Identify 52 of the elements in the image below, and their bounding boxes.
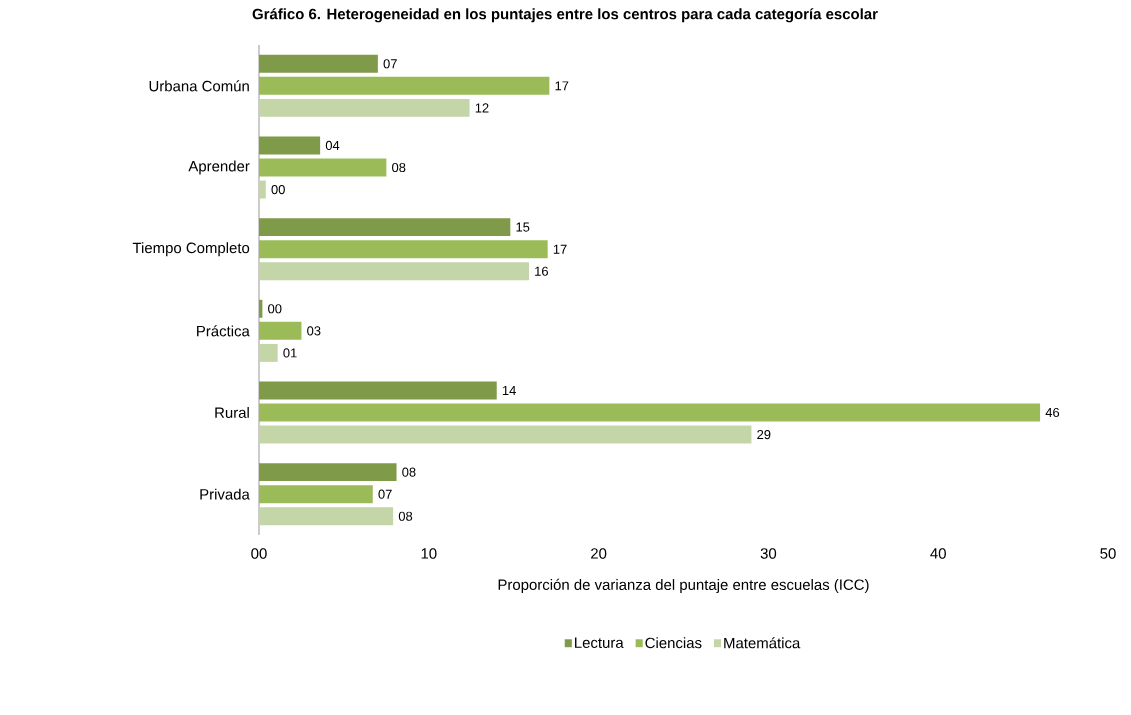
data-label: 07 xyxy=(383,59,397,69)
x-tick-label: 40 xyxy=(930,548,946,559)
bar xyxy=(259,507,394,526)
data-label: 17 xyxy=(553,244,567,254)
bar xyxy=(259,180,266,199)
y-tick-label: Urbana Común xyxy=(149,80,249,92)
bar xyxy=(259,76,550,95)
bar xyxy=(259,425,752,444)
y-tick-label: Práctica xyxy=(197,325,250,337)
data-label: 08 xyxy=(398,511,413,521)
data-label: 07 xyxy=(378,489,392,499)
bar xyxy=(259,158,387,177)
data-label: 17 xyxy=(555,81,569,91)
data-label: 14 xyxy=(502,386,516,395)
chart-title: Gráfico 6. Heterogeneidad en los puntajes entre los centros para cada categoría escolar xyxy=(252,8,878,23)
x-axis-title: Proporción de varianza del puntaje entre escuelas (ICC) xyxy=(498,578,869,593)
data-label: 08 xyxy=(392,162,406,173)
data-label: 00 xyxy=(268,304,282,314)
data-label: 12 xyxy=(475,103,489,113)
bar xyxy=(259,54,378,73)
bar xyxy=(259,136,321,155)
legend-label: Ciencias xyxy=(645,637,702,649)
bar xyxy=(259,321,302,340)
y-tick-label: Aprender xyxy=(188,160,250,175)
x-tick-label: 00 xyxy=(251,548,267,559)
bar xyxy=(259,98,470,117)
y-tick-label: Rural xyxy=(215,407,249,418)
bar xyxy=(259,240,548,259)
data-label: 16 xyxy=(535,266,549,276)
y-tick-label: Tiempo Completo xyxy=(132,242,250,257)
data-label: 04 xyxy=(325,140,340,151)
data-label: 03 xyxy=(307,326,321,336)
legend-label: Lectura xyxy=(575,637,624,648)
data-label: 29 xyxy=(757,429,771,440)
bar xyxy=(259,218,511,237)
bar xyxy=(259,262,529,281)
bar xyxy=(259,343,278,362)
bar xyxy=(259,463,397,482)
x-tick-label: 30 xyxy=(760,548,777,559)
bar xyxy=(259,403,1041,422)
x-tick-label: 50 xyxy=(1100,548,1116,559)
bar xyxy=(259,381,497,400)
data-label: 00 xyxy=(271,184,285,195)
y-tick-label: Privada xyxy=(200,488,250,500)
x-tick-label: 20 xyxy=(591,548,607,559)
x-tick-label: 10 xyxy=(421,548,437,559)
data-label: 01 xyxy=(283,348,297,358)
data-label: 08 xyxy=(402,467,416,477)
data-label: 46 xyxy=(1045,407,1060,418)
data-label: 15 xyxy=(516,222,530,232)
bar xyxy=(259,485,373,504)
legend-label: Matemática xyxy=(724,637,801,649)
